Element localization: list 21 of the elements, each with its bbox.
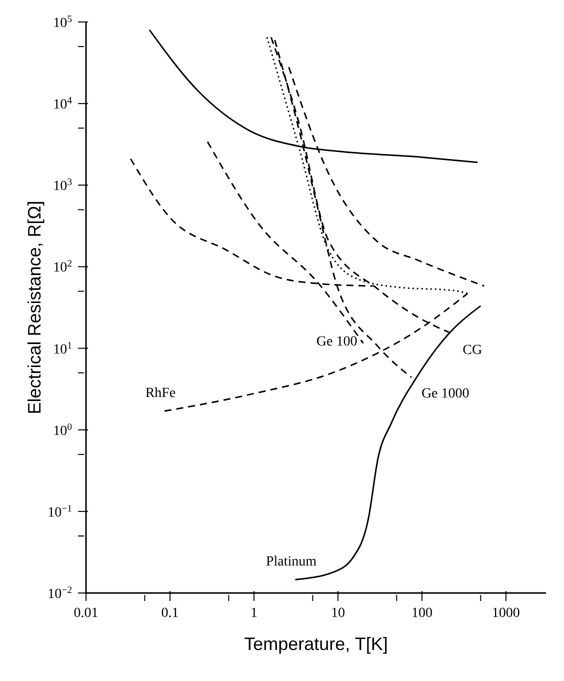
series-label: Ge 1000 — [421, 386, 470, 402]
x-tick-label: 10 — [330, 606, 345, 621]
x-tick-label: 100 — [411, 606, 432, 621]
y-tick-label: 10$^{4}$ — [53, 95, 72, 113]
y-tick-label: 10$^{0}$ — [53, 421, 72, 439]
x-tick-label: 1000 — [492, 606, 520, 621]
x-axis-title: Temperature, T[K] — [244, 634, 388, 654]
y-tick-label: 10$^{−2}$ — [48, 584, 72, 602]
y-tick-label: 10$^{−1}$ — [48, 502, 72, 520]
series-label: Ge 100 — [316, 334, 358, 350]
x-tick-label: 0.01 — [74, 606, 98, 621]
series-label: Platinum — [266, 554, 317, 570]
y-tick-label: 10$^{5}$ — [53, 14, 72, 31]
y-axis-title: Electrical Resistance, R[Ω] — [24, 200, 44, 414]
y-tick-label: 10$^{3}$ — [53, 176, 72, 194]
x-tick-label: 1 — [250, 606, 258, 621]
series-label: CG — [462, 342, 482, 358]
series-label: RhFe — [145, 386, 176, 402]
y-tick-label: 10$^{2}$ — [53, 258, 72, 276]
y-tick-label: 10$^{1}$ — [53, 340, 72, 358]
x-tick-label: 0.1 — [161, 606, 179, 621]
